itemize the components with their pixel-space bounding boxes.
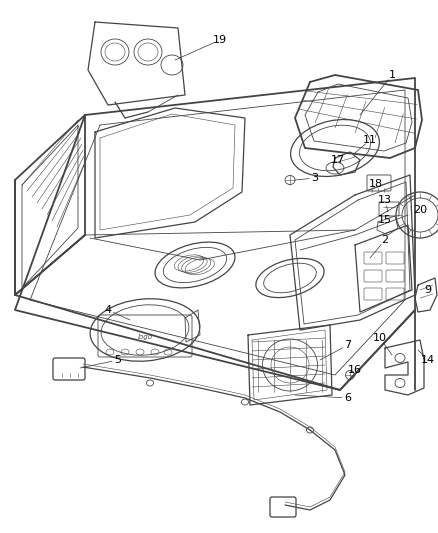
Text: 3: 3 <box>311 173 318 183</box>
Text: 16: 16 <box>348 365 362 375</box>
Text: 11: 11 <box>363 135 377 145</box>
Text: 6: 6 <box>345 393 352 403</box>
Text: 2: 2 <box>381 235 389 245</box>
Text: logo: logo <box>138 334 152 340</box>
Text: 18: 18 <box>369 179 383 189</box>
Text: 1: 1 <box>389 70 396 80</box>
Text: 14: 14 <box>421 355 435 365</box>
Text: 9: 9 <box>424 285 431 295</box>
Text: 4: 4 <box>104 305 112 315</box>
Text: 13: 13 <box>378 195 392 205</box>
Text: 7: 7 <box>344 340 352 350</box>
Text: 5: 5 <box>114 355 121 365</box>
Text: 10: 10 <box>373 333 387 343</box>
Text: 20: 20 <box>413 205 427 215</box>
Text: 17: 17 <box>331 155 345 165</box>
Text: 19: 19 <box>213 35 227 45</box>
Text: 15: 15 <box>378 215 392 225</box>
